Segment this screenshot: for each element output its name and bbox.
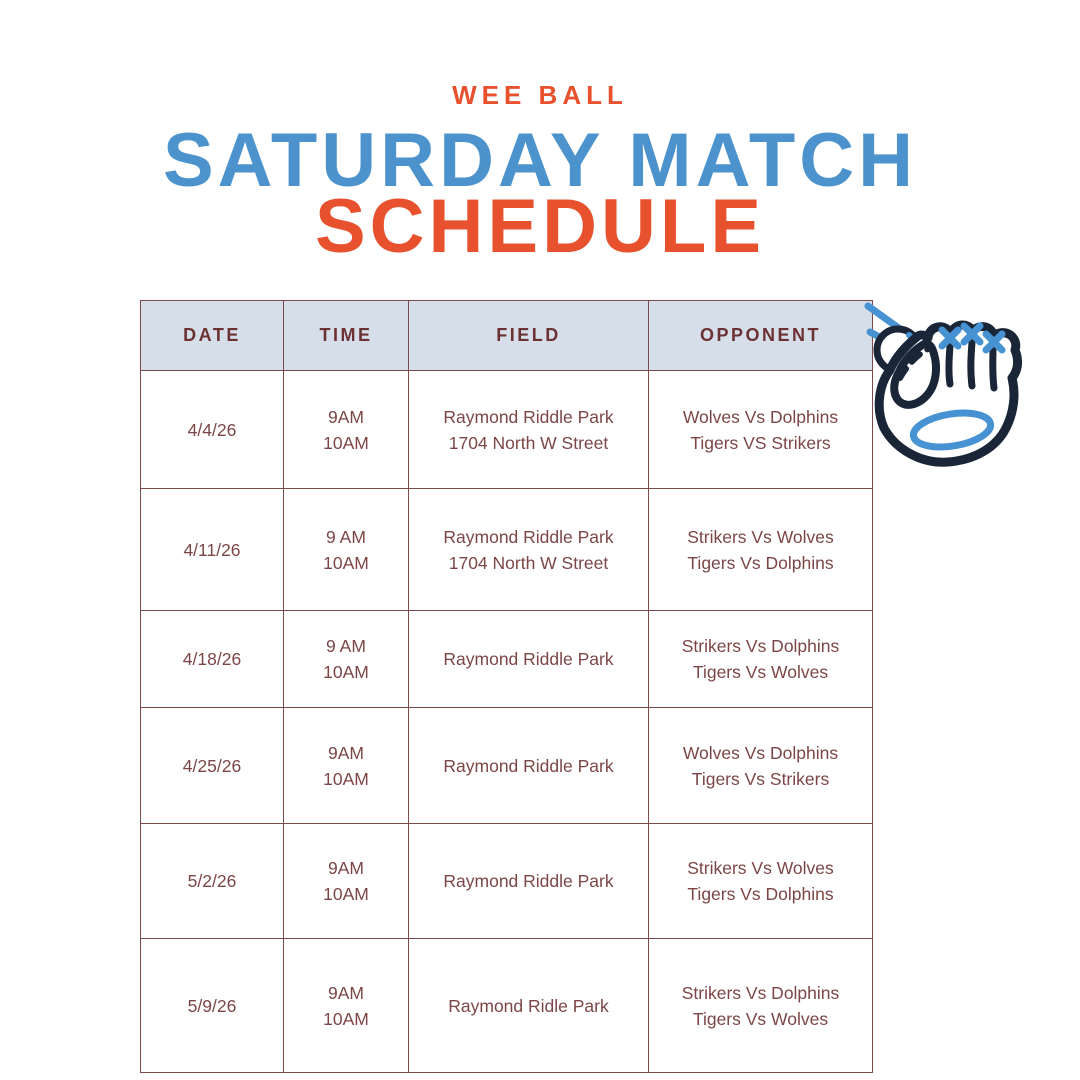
motion-line-icon: [864, 302, 904, 333]
date-cell: 5/9/26: [140, 938, 284, 1073]
schedule-row: 4/4/26 9AM 10AM Raymond Riddle Park 1704…: [140, 370, 873, 489]
schedule-row: 4/18/26 9 AM 10AM Raymond Riddle Park St…: [140, 610, 873, 708]
finger-line: [945, 342, 954, 388]
field-cell: Raymond Riddle Park: [408, 823, 649, 939]
opponent-cell: Strikers Vs Wolves Tigers Vs Dolphins: [648, 488, 873, 611]
date-cell: 4/25/26: [140, 707, 284, 824]
time-cell: 9AM 10AM: [283, 370, 409, 489]
date-cell: 4/11/26: [140, 488, 284, 611]
opponent-cell: Strikers Vs Dolphins Tigers Vs Wolves: [648, 938, 873, 1073]
opponent-cell: Strikers Vs Wolves Tigers Vs Dolphins: [648, 823, 873, 939]
finger-line: [967, 338, 976, 390]
field-cell: Raymond Riddle Park 1704 North W Street: [408, 488, 649, 611]
date-cell: 4/18/26: [140, 610, 284, 708]
stitch-x-icon: [960, 322, 984, 346]
field-cell: Raymond Riddle Park 1704 North W Street: [408, 370, 649, 489]
thumb-pocket: [890, 339, 940, 409]
date-cell: 5/2/26: [140, 823, 284, 939]
baseball-glove-graphic: [864, 302, 1023, 467]
field-cell: Raymond Riddle Park: [408, 707, 649, 824]
opponent-cell: Strikers Vs Dolphins Tigers Vs Wolves: [648, 610, 873, 708]
field-cell: Raymond Riddle Park: [408, 610, 649, 708]
date-cell: 4/4/26: [140, 370, 284, 489]
schedule-table: DATE TIME FIELD OPPONENT 4/4/26 9AM 10AM…: [140, 300, 873, 1073]
kicker-text: WEE BALL: [452, 80, 628, 110]
palm-ellipse: [909, 409, 995, 451]
stitch-x-icon: [938, 326, 962, 350]
time-cell: 9AM 10AM: [283, 823, 409, 939]
time-cell: 9 AM 10AM: [283, 610, 409, 708]
header-opponent: OPPONENT: [648, 300, 873, 371]
table-header-row: DATE TIME FIELD OPPONENT: [140, 300, 873, 371]
finger-line: [989, 344, 998, 392]
schedule-row: 4/11/26 9 AM 10AM Raymond Riddle Park 17…: [140, 488, 873, 611]
header-time: TIME: [283, 300, 409, 371]
schedule-row: 5/9/26 9AM 10AM Raymond Ridle Park Strik…: [140, 938, 873, 1073]
opponent-cell: Wolves Vs Dolphins Tigers VS Strikers: [648, 370, 873, 489]
glove-seam-dashed: [897, 345, 933, 381]
poster-title: SATURDAY MATCH SCHEDULE: [0, 118, 1080, 269]
baseball-glove-icon: [864, 296, 1028, 472]
schedule-row: 4/25/26 9AM 10AM Raymond Riddle Park Wol…: [140, 707, 873, 824]
time-cell: 9AM 10AM: [283, 938, 409, 1073]
title-line-1: SATURDAY MATCH: [162, 118, 918, 203]
schedule-row: 5/2/26 9AM 10AM Raymond Riddle Park Stri…: [140, 823, 873, 939]
header-field: FIELD: [408, 300, 649, 371]
field-cell: Raymond Ridle Park: [408, 938, 649, 1073]
time-cell: 9 AM 10AM: [283, 488, 409, 611]
header-date: DATE: [140, 300, 284, 371]
stitch-x-icon: [982, 330, 1006, 354]
opponent-cell: Wolves Vs Dolphins Tigers Vs Strikers: [648, 707, 873, 824]
time-cell: 9AM 10AM: [283, 707, 409, 824]
title-line-2: SCHEDULE: [314, 184, 766, 269]
